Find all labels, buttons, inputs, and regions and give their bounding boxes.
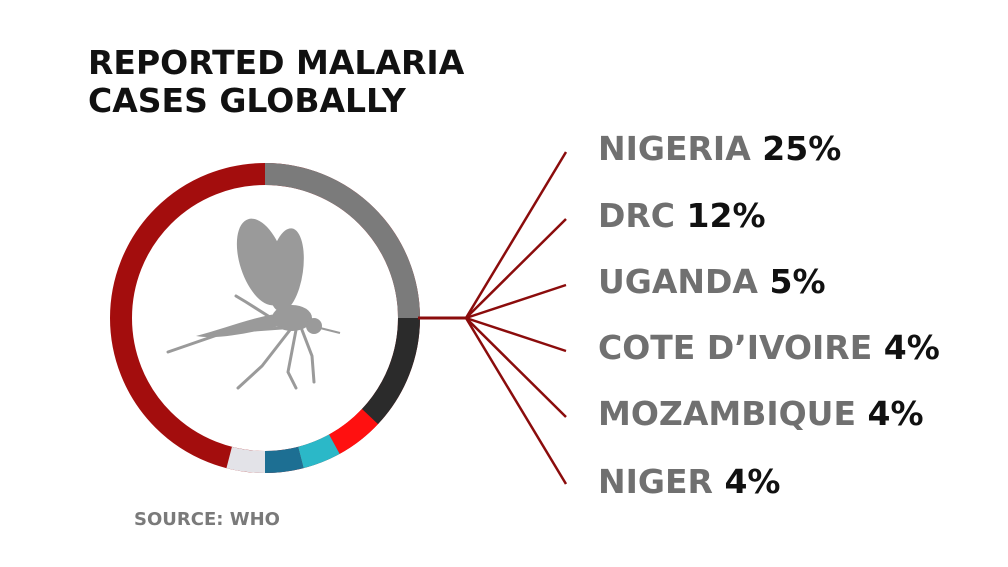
slice-uganda	[329, 409, 378, 454]
source-note: SOURCE: WHO	[134, 509, 280, 530]
slice-drc	[361, 318, 420, 425]
chart-title-line-2: CASES GLOBALLY	[88, 81, 406, 120]
connector-lines	[418, 151, 568, 485]
label-uganda-country: UGANDA	[598, 262, 758, 301]
label-drc-percent: 12%	[686, 196, 766, 235]
slice-niger	[226, 446, 265, 473]
label-drc-country: DRC	[598, 196, 676, 235]
mosquito-icon	[166, 218, 341, 390]
label-mozambique: MOZAMBIQUE 4%	[598, 394, 924, 433]
slice-nigeria	[265, 163, 420, 318]
label-drc: DRC 12%	[598, 196, 766, 235]
label-uganda: UGANDA 5%	[598, 262, 826, 301]
label-nigeria-percent: 25%	[762, 129, 842, 168]
label-nigeria: NIGERIA 25%	[598, 129, 841, 168]
donut-ring	[110, 163, 420, 473]
label-niger-country: NIGER	[598, 462, 713, 501]
connector-line-mozambique	[465, 317, 567, 418]
label-niger: NIGER 4%	[598, 462, 780, 501]
label-mozambique-country: MOZAMBIQUE	[598, 394, 857, 433]
chart-title-line-1: REPORTED MALARIA	[88, 43, 465, 82]
connector-line-niger	[464, 317, 568, 485]
connector-line-drc	[465, 218, 567, 319]
connector-line-nigeria	[464, 151, 568, 319]
slice-mozambique	[265, 446, 304, 473]
label-mozambique-percent: 4%	[867, 394, 924, 433]
label-niger-percent: 4%	[724, 462, 781, 501]
chart-title: REPORTED MALARIA CASES GLOBALLY	[88, 44, 464, 120]
label-uganda-percent: 5%	[769, 262, 826, 301]
label-nigeria-country: NIGERIA	[598, 129, 751, 168]
slice-cote-d-ivoire	[298, 434, 340, 469]
connector-line-cote-d-ivoire	[465, 316, 567, 353]
label-cote-divoire-country: COTE D’IVOIRE	[598, 328, 873, 367]
connector-line-uganda	[465, 283, 567, 320]
label-cote-divoire-percent: 4%	[883, 328, 940, 367]
label-cote-divoire: COTE D’IVOIRE 4%	[598, 328, 940, 367]
